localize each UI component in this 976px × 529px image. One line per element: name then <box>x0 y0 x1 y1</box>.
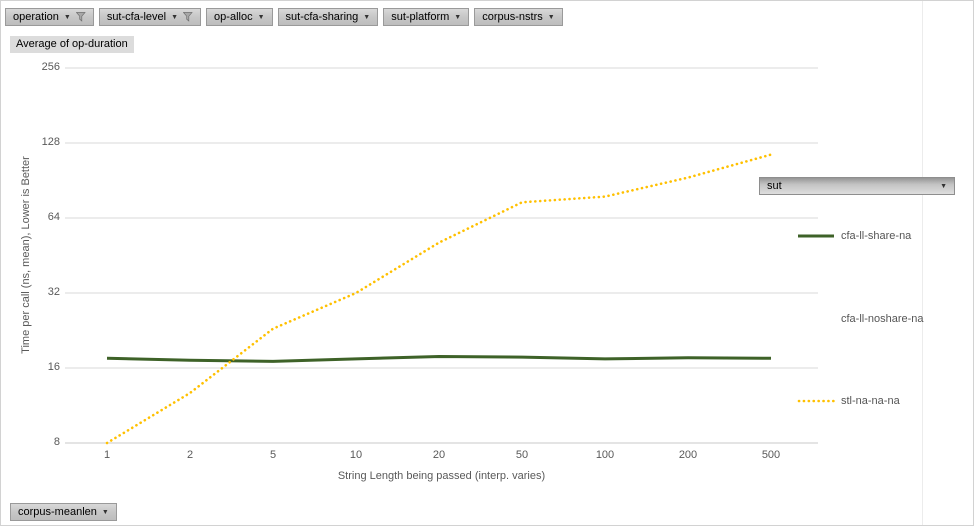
y-tick-label: 8 <box>53 436 60 448</box>
dropdown-caret-icon: ▼ <box>171 13 179 21</box>
y-axis-tick-labels: 8 16 32 64 128 256 <box>0 0 60 529</box>
legend-entry-label: cfa-ll-share-na <box>841 230 912 242</box>
dropdown-caret-icon: ▼ <box>257 13 265 21</box>
series-line-stl-na-na-na <box>105 153 773 445</box>
x-tick-label: 50 <box>515 449 529 461</box>
filter-button-op-alloc[interactable]: op-alloc ▼ <box>206 8 273 26</box>
legend-field-label: sut <box>767 180 782 192</box>
filter-button-label: operation <box>13 11 59 23</box>
x-tick-label: 1 <box>103 449 111 461</box>
legend-entry-label: stl-na-na-na <box>841 395 900 407</box>
legend-swatch-none <box>797 316 835 322</box>
worksheet-gridline <box>922 1 923 525</box>
legend-entry-cfa-ll-share-na[interactable]: cfa-ll-share-na <box>797 229 911 243</box>
filter-button-corpus-meanlen[interactable]: corpus-meanlen ▼ <box>10 503 117 521</box>
y-tick-label: 32 <box>47 286 60 298</box>
filter-funnel-icon <box>75 12 86 22</box>
y-tick-label: 128 <box>41 136 60 148</box>
filter-funnel-icon <box>183 12 193 22</box>
filter-button-operation[interactable]: operation ▼ <box>5 8 94 26</box>
series-lines <box>105 153 773 445</box>
y-tick-label: 64 <box>47 211 60 223</box>
filter-button-sut-platform[interactable]: sut-platform ▼ <box>383 8 470 26</box>
x-tick-label: 2 <box>186 449 194 461</box>
pivot-filter-row: operation ▼ sut-cfa-level ▼ op-alloc ▼ s… <box>5 8 563 26</box>
legend-entry-cfa-ll-noshare-na[interactable]: cfa-ll-noshare-na <box>797 312 924 326</box>
gridlines <box>65 67 818 444</box>
legend-swatch-dotted-line <box>797 399 835 403</box>
x-tick-label: 100 <box>595 449 615 461</box>
x-tick-label: 10 <box>349 449 363 461</box>
y-axis-title: Time per call (ns, mean), Lower is Bette… <box>20 156 32 354</box>
x-tick-label: 5 <box>269 449 277 461</box>
dropdown-caret-icon: ▼ <box>363 13 371 21</box>
filter-button-label: sut-platform <box>391 11 450 23</box>
filter-button-corpus-nstrs[interactable]: corpus-nstrs ▼ <box>474 8 563 26</box>
y-tick-label: 16 <box>47 361 60 373</box>
y-tick-label: 256 <box>41 61 60 73</box>
x-axis-tick-labels: 1 2 5 10 20 50 100 200 500 <box>0 449 976 463</box>
legend-entry-stl-na-na-na[interactable]: stl-na-na-na <box>797 394 900 408</box>
value-field-button[interactable]: Average of op-duration <box>10 36 134 53</box>
legend-field-button-sut[interactable]: sut ▼ <box>759 177 955 195</box>
filter-button-label: op-alloc <box>214 11 253 23</box>
bottom-filter-row: corpus-meanlen ▼ <box>10 503 117 521</box>
filter-button-sut-cfa-level[interactable]: sut-cfa-level ▼ <box>98 8 202 26</box>
filter-button-label: corpus-meanlen <box>18 506 97 518</box>
dropdown-caret-icon: ▼ <box>63 13 71 21</box>
filter-button-label: sut-cfa-sharing <box>285 11 359 23</box>
dropdown-caret-icon: ▼ <box>547 13 555 21</box>
filter-button-label: corpus-nstrs <box>482 11 543 23</box>
dropdown-caret-icon: ▼ <box>940 182 947 190</box>
x-tick-label: 20 <box>432 449 446 461</box>
x-axis-title: String Length being passed (interp. vari… <box>337 470 546 482</box>
legend-swatch-solid-line <box>798 234 834 238</box>
legend-entry-label: cfa-ll-noshare-na <box>841 313 924 325</box>
dropdown-caret-icon: ▼ <box>454 13 462 21</box>
series-line-cfa-ll-share-na <box>106 354 772 363</box>
filter-button-label: sut-cfa-level <box>106 11 167 23</box>
x-tick-label: 500 <box>761 449 781 461</box>
dropdown-caret-icon: ▼ <box>101 508 109 516</box>
filter-button-sut-cfa-sharing[interactable]: sut-cfa-sharing ▼ <box>277 8 379 26</box>
x-tick-label: 200 <box>678 449 698 461</box>
